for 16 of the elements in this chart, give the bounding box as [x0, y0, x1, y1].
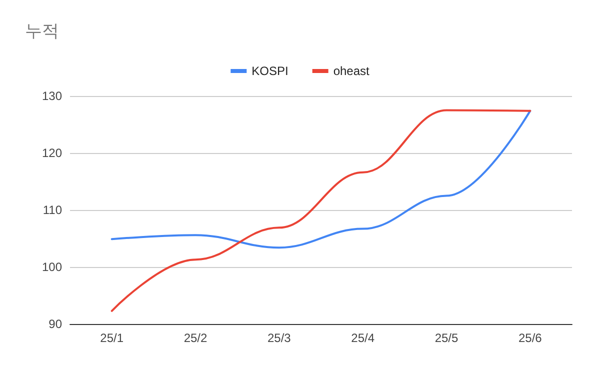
y-tick-label: 130: [42, 89, 62, 103]
y-tick-label: 100: [42, 260, 62, 274]
chart-title: 누적: [25, 22, 59, 42]
legend-label: oheast: [333, 64, 370, 78]
y-tick-label: 110: [42, 203, 62, 217]
x-tick-label: 25/3: [267, 331, 292, 345]
x-tick-label: 25/2: [184, 331, 208, 345]
y-tick-label: 90: [48, 317, 62, 331]
x-tick-label: 25/1: [100, 331, 124, 345]
x-tick-label: 25/4: [351, 331, 375, 345]
line-series: [110, 109, 532, 312]
x-tick-label: 25/6: [518, 331, 542, 345]
legend-label: KOSPI: [252, 64, 288, 78]
line-series: [110, 110, 532, 249]
x-tick-label: 25/5: [434, 331, 458, 345]
y-tick-label: 120: [42, 146, 62, 160]
